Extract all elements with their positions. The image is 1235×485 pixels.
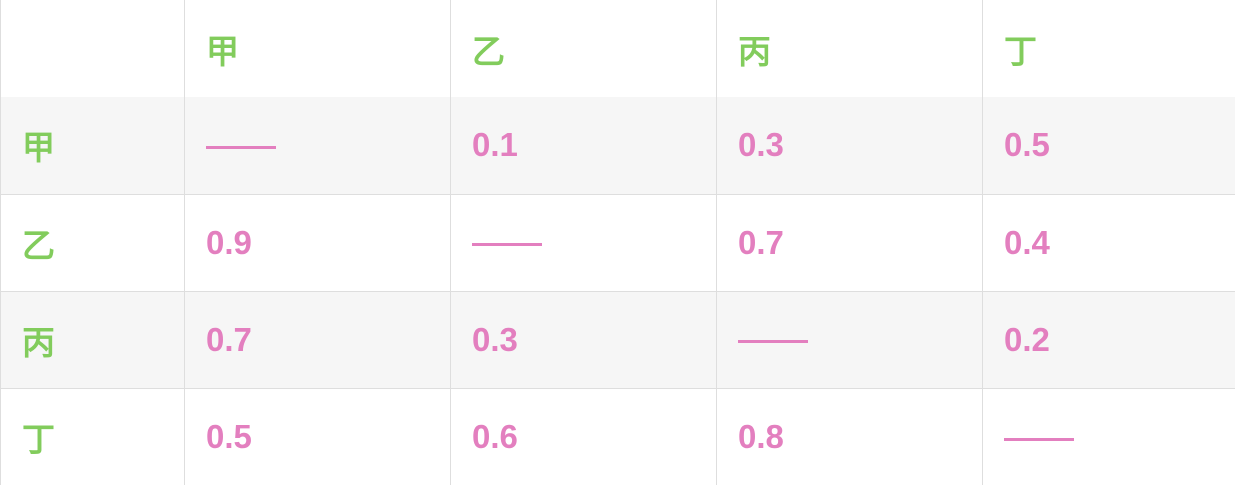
row-header: 丙 [1, 291, 185, 388]
dash-mark [1004, 438, 1074, 441]
column-header: 乙 [451, 0, 717, 97]
table-cell [717, 291, 983, 388]
table-cell: 0.7 [185, 291, 451, 388]
table-cell: 0.5 [185, 388, 451, 485]
table-cell: 0.5 [983, 97, 1235, 194]
column-header: 丁 [983, 0, 1235, 97]
table-row: 乙 0.9 0.7 0.4 [1, 194, 1235, 291]
corner-cell [1, 0, 185, 97]
table-cell: 0.7 [717, 194, 983, 291]
table-cell: 0.3 [717, 97, 983, 194]
row-header: 乙 [1, 194, 185, 291]
table-cell: 0.4 [983, 194, 1235, 291]
column-header: 丙 [717, 0, 983, 97]
dash-mark [472, 243, 542, 246]
table-cell: 0.9 [185, 194, 451, 291]
column-header: 甲 [185, 0, 451, 97]
table-cell: 0.1 [451, 97, 717, 194]
table-cell: 0.3 [451, 291, 717, 388]
row-header: 丁 [1, 388, 185, 485]
table-cell: 0.8 [717, 388, 983, 485]
table-row: 丁 0.5 0.6 0.8 [1, 388, 1235, 485]
dash-mark [738, 340, 808, 343]
table-cell [185, 97, 451, 194]
row-header: 甲 [1, 97, 185, 194]
table-cell: 0.2 [983, 291, 1235, 388]
table-cell [451, 194, 717, 291]
header-row: 甲 乙 丙 丁 [1, 0, 1235, 97]
table-row: 丙 0.7 0.3 0.2 [1, 291, 1235, 388]
dash-mark [206, 146, 276, 149]
table-cell: 0.6 [451, 388, 717, 485]
table-row: 甲 0.1 0.3 0.5 [1, 97, 1235, 194]
table-cell [983, 388, 1235, 485]
